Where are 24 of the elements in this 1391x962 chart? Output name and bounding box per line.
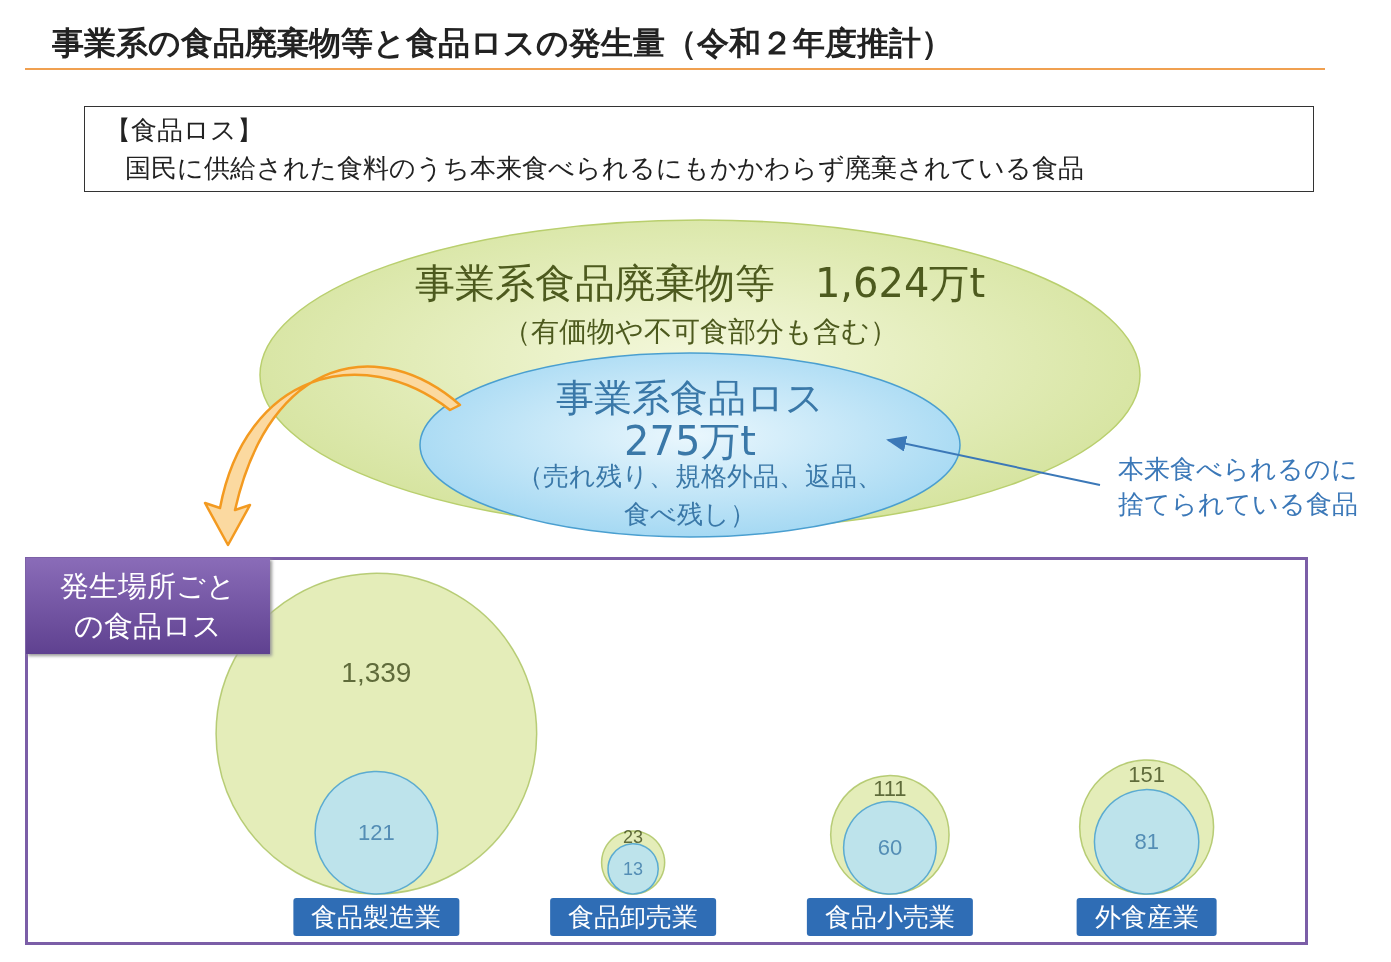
text: 【食品ロス】 — [105, 114, 264, 147]
text: （売れ残り、規格外品、返品、 — [517, 461, 883, 491]
data-label: 111 — [873, 776, 907, 801]
text: 本来食べられるのに — [1118, 454, 1358, 484]
text: 事業系食品廃棄物等 1,624万t — [414, 260, 986, 306]
data-label: 60 — [877, 835, 903, 861]
category-label: 食品小売業 — [824, 902, 955, 932]
text: 事業系食品ロス — [556, 376, 824, 420]
data-label: 23 — [623, 827, 644, 848]
category-label: 食品製造業 — [311, 902, 442, 932]
data-label: 1,339 — [341, 656, 412, 688]
text: 食べ残し） — [624, 499, 756, 529]
data-label: 121 — [358, 820, 395, 846]
text: 捨てられている食品 — [1118, 489, 1358, 519]
data-label: 81 — [1134, 829, 1159, 855]
data-label: 13 — [623, 858, 644, 879]
text: 事業系の食品廃棄物等と食品ロスの発生量（令和２年度推計） — [52, 23, 953, 64]
text: 発生場所ごとの食品ロス — [26, 558, 270, 654]
text: 国民に供給された食料のうち本来食べられるにもかかわらず廃棄されている食品 — [124, 152, 1085, 185]
category-label: 外食産業 — [1094, 902, 1199, 932]
text: 275万t — [623, 418, 757, 464]
text: （有価物や不可食部分も含む） — [502, 315, 898, 348]
category-label: 食品卸売業 — [568, 902, 699, 932]
data-label: 151 — [1128, 762, 1165, 788]
